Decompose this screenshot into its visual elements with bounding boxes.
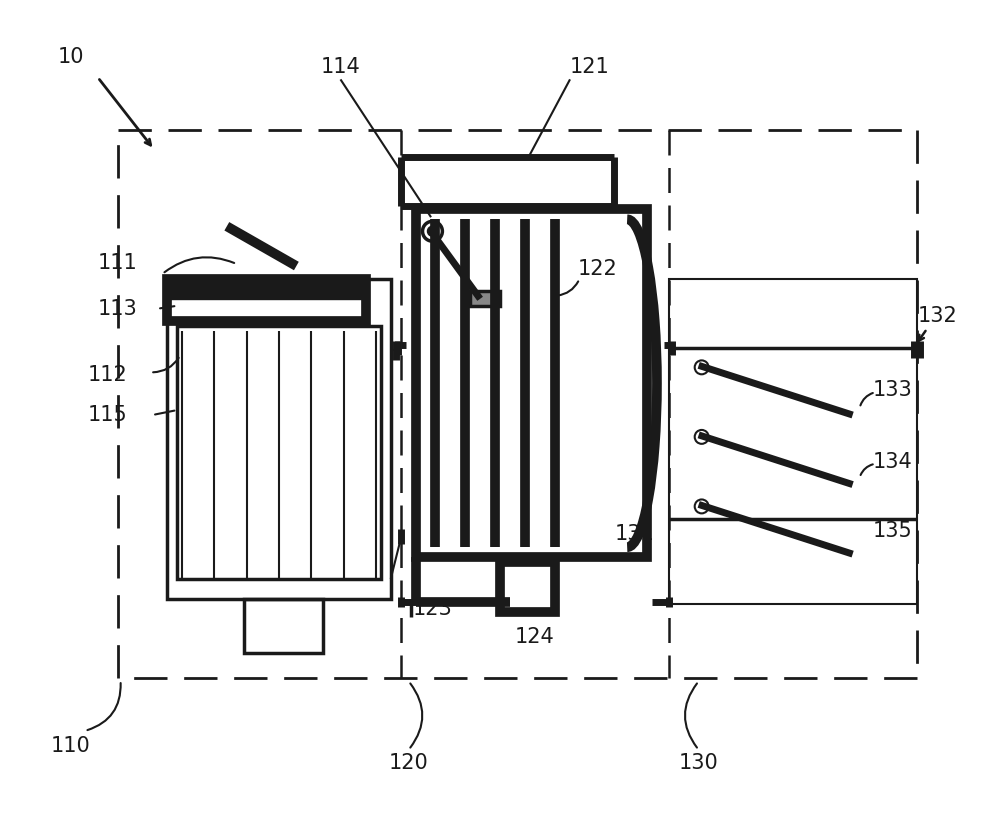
Text: 115: 115 — [88, 405, 127, 425]
Text: 114: 114 — [321, 57, 361, 77]
Text: 133: 133 — [873, 380, 912, 401]
Text: 10: 10 — [58, 48, 84, 67]
Text: 110: 110 — [51, 736, 91, 756]
Text: 122: 122 — [577, 259, 617, 279]
Text: 135: 135 — [873, 521, 912, 541]
Bar — [244, 599, 323, 654]
Text: 124: 124 — [515, 627, 555, 647]
Text: 121: 121 — [570, 57, 609, 77]
Circle shape — [427, 226, 437, 236]
Text: 130: 130 — [679, 753, 719, 773]
Bar — [669, 279, 917, 603]
Bar — [167, 279, 366, 321]
Text: 113: 113 — [98, 298, 137, 318]
Text: 134: 134 — [873, 452, 912, 472]
Text: 131: 131 — [614, 525, 654, 544]
Bar — [177, 326, 381, 579]
Text: 111: 111 — [98, 253, 137, 273]
Bar — [416, 210, 647, 557]
Bar — [167, 279, 366, 299]
Text: 120: 120 — [389, 753, 428, 773]
Text: 132: 132 — [917, 306, 957, 326]
Text: 112: 112 — [88, 365, 127, 385]
Bar — [167, 279, 391, 599]
Bar — [470, 291, 500, 306]
Bar — [500, 562, 555, 612]
Text: 123: 123 — [413, 598, 452, 618]
